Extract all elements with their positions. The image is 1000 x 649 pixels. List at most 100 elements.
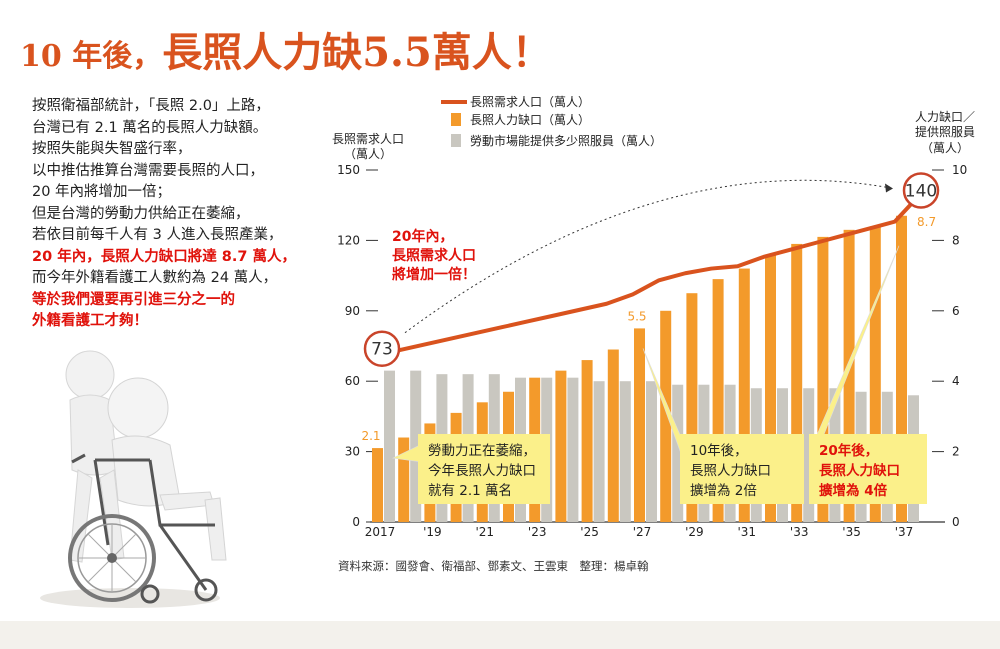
right-tick-label: 0 (952, 515, 960, 529)
bar-supply (567, 377, 579, 522)
right-tick-label: 4 (952, 374, 960, 388)
title-prefix: 10 年後， (20, 39, 163, 74)
x-tick-label: '25 (580, 525, 599, 539)
bar-gap (712, 279, 724, 522)
bar-gap (660, 310, 672, 522)
intro-line-highlight: 外籍看護工才夠！ (32, 313, 148, 329)
bar-gap (607, 349, 619, 522)
chart-legend: 長照需求人口（萬人） 長照人力缺口（萬人） 勞動市場能提供多少照服員（萬人） (441, 95, 662, 148)
x-tick-label: 2017 (365, 525, 396, 539)
note-line: 長照人力缺口 (690, 463, 771, 479)
bar-gap (738, 268, 750, 522)
right-tick-label: 2 (952, 445, 960, 459)
demand-note-line: 20年內， (392, 228, 453, 245)
wheelchair-illustration-icon (40, 350, 227, 608)
bar-gap (765, 254, 776, 523)
chart-line (396, 192, 923, 353)
intro-line: 按照失能與失智盛行率， (32, 141, 192, 157)
gap-label-end: 8.7 (917, 215, 936, 229)
bar-gap (634, 328, 645, 522)
left-tick-label: 120 (337, 233, 360, 247)
note-box (809, 434, 927, 504)
note-line: 今年長照人力缺口 (428, 463, 536, 479)
chart-axes: 長照需求人口（萬人）人力缺口／提供照服員（萬人）0306090120150024… (332, 109, 975, 539)
x-tick-label: '21 (476, 525, 495, 539)
bar-gap (896, 215, 907, 522)
note-box (418, 434, 550, 504)
note-line: 10年後， (690, 443, 748, 459)
bar-gap (686, 293, 698, 522)
intro-line: 按照衛福部統計，「長照 2.0」上路， (32, 98, 270, 114)
intro-line: 而今年外籍看護工人數約為 24 萬人， (32, 270, 278, 286)
intro-line: 以中推估推算台灣需要長照的人口， (32, 162, 264, 179)
bar-supply (593, 381, 605, 522)
legend-label: 長照人力缺口（萬人） (470, 112, 590, 127)
note-line: 長照人力缺口 (819, 462, 900, 479)
intro-line: 台灣已有 2.1 萬名的長照人力缺額。 (32, 119, 268, 136)
bar-supply (672, 384, 684, 522)
bar-supply (619, 381, 631, 522)
right-axis-label: 提供照服員 (915, 124, 975, 139)
left-tick-label: 90 (345, 304, 360, 318)
note-line: 20年後， (819, 442, 878, 459)
intro-line: 若依目前每千人有 3 人進入長照產業， (32, 227, 283, 243)
right-axis-label: （萬人） (921, 141, 969, 155)
footer-band (0, 621, 1000, 649)
right-tick-label: 10 (952, 163, 967, 177)
left-axis-label: （萬人） (344, 147, 392, 161)
left-axis-label: 長照需求人口 (332, 132, 404, 146)
x-tick-label: '37 (895, 525, 914, 539)
bar-gap (869, 226, 881, 522)
left-tick-label: 30 (345, 445, 360, 459)
right-tick-label: 8 (952, 233, 960, 247)
gap-label-start: 2.1 (361, 429, 380, 443)
bar-gap (817, 236, 829, 522)
left-tick-label: 0 (352, 515, 360, 529)
intro-line: 20 年內將增加一倍； (32, 184, 172, 200)
right-axis-label: 人力缺口／ (915, 109, 975, 124)
intro-line: 但是台灣的勞動力供給正在萎縮， (32, 205, 250, 222)
note-line: 就有 2.1 萬名 (428, 483, 512, 499)
source-note: 資料來源：國發會、衛福部、鄧素文、王雲東 整理：楊卓翰 (338, 559, 649, 573)
demand-line (396, 192, 923, 353)
bar-supply (384, 370, 395, 522)
bar-supply (803, 388, 815, 522)
bar-gap (581, 360, 593, 522)
x-tick-label: '35 (842, 525, 861, 539)
bar-supply (646, 381, 657, 522)
note-line: 勞動力正在萎縮， (428, 443, 536, 459)
note-box (680, 434, 804, 504)
bar-gap (372, 448, 383, 522)
bar-gap (555, 370, 567, 522)
intro-line-highlight: 等於我們還要再引進三分之一的 (32, 291, 235, 308)
start-circle-label: 73 (371, 340, 393, 360)
gap-label-mid: 5.5 (627, 309, 646, 323)
bar-gap (843, 229, 855, 522)
bar-supply (410, 370, 422, 522)
bar-gap (398, 437, 410, 522)
demand-note-line: 將增加一倍！ (392, 266, 476, 283)
left-tick-label: 60 (345, 374, 360, 388)
title-main: 長照人力缺5.5萬人！ (162, 29, 552, 76)
start-circle (363, 330, 401, 367)
note-line: 擴增為 4倍 (819, 482, 888, 499)
right-tick-label: 6 (952, 304, 960, 318)
end-circle (902, 172, 940, 209)
left-tick-label: 150 (337, 163, 360, 177)
intro-text: 按照衛福部統計，「長照 2.0」上路， 台灣已有 2.1 萬名的長照人力缺額。 … (32, 96, 342, 333)
demand-note-line: 長照需求人口 (392, 247, 476, 264)
arrow-head-icon (885, 183, 893, 193)
x-tick-label: '29 (685, 525, 704, 539)
legend-swatch-gap (451, 113, 461, 126)
x-tick-label: '23 (528, 525, 547, 539)
x-tick-label: '27 (633, 525, 652, 539)
x-tick-label: '33 (790, 525, 809, 539)
end-circle-label: 140 (905, 181, 937, 201)
legend-label: 長照需求人口（萬人） (470, 95, 590, 109)
legend-label: 勞動市場能提供多少照服員（萬人） (470, 133, 662, 148)
